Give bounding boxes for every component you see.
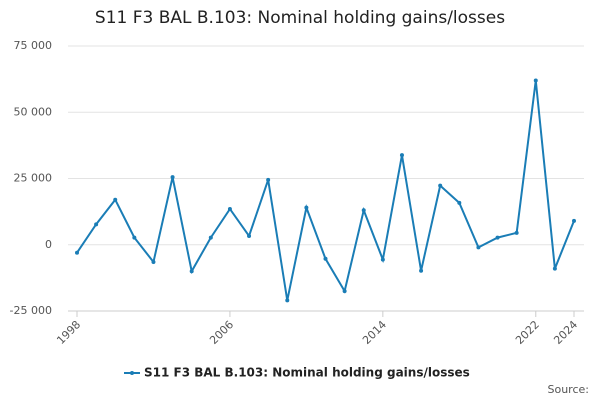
chart-title: S11 F3 BAL B.103: Nominal holding gains/… [95,8,505,28]
point [304,205,309,210]
y-tick-label: -25 000 [10,304,52,317]
point [438,183,443,188]
point [380,257,385,262]
y-tick-label: 0 [45,238,52,251]
point [113,197,118,202]
legend-label: S11 F3 BAL B.103: Nominal holding gains/… [144,366,470,380]
x-tick-label: 2006 [207,318,236,347]
point [266,177,271,182]
y-tick-label: 75 000 [14,39,53,52]
point [533,78,538,83]
x-tick-label: 1998 [54,318,83,347]
point [189,269,194,274]
x-tick-label: 2024 [551,318,580,347]
point [342,289,347,294]
point [419,268,424,273]
point [552,266,557,271]
point [495,235,500,240]
point [208,235,213,240]
y-tick-label: 25 000 [14,172,53,185]
point [151,259,156,264]
source: Source: [548,383,590,396]
point [94,222,99,227]
point [361,208,366,213]
point [227,206,232,211]
point [75,250,79,255]
legend-marker [130,371,134,375]
x-tick-label: 2022 [513,318,542,347]
x-tick-label: 2014 [360,318,389,347]
point [572,218,576,223]
point [170,175,175,180]
series-line [76,80,575,301]
point [514,230,519,235]
point [457,200,462,205]
point [399,153,404,158]
point [285,298,290,303]
y-tick-label: 50 000 [14,105,53,118]
point [132,235,137,240]
point [476,245,481,250]
point [247,234,252,239]
point [323,256,328,261]
